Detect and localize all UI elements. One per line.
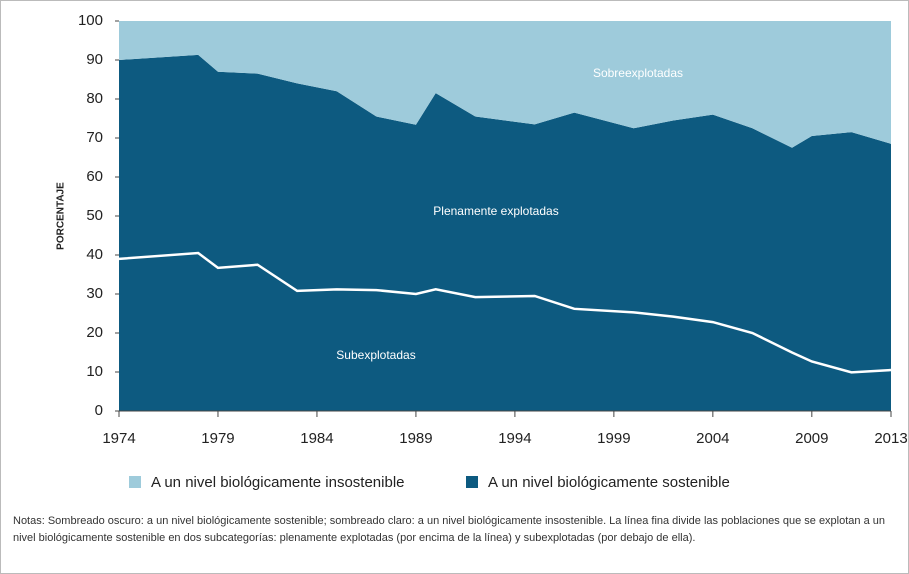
- y-tick-label: 30: [86, 285, 103, 302]
- area-label: Subexplotadas: [336, 348, 415, 362]
- area: [119, 54, 891, 412]
- y-tick-label: 10: [86, 363, 103, 380]
- legend-swatch: [129, 476, 141, 488]
- y-tick-label: 0: [95, 402, 103, 419]
- notes: Notas: Sombreado oscuro: a un nivel biol…: [13, 515, 885, 544]
- area-label: Sobreexplotadas: [593, 66, 683, 80]
- x-tick-label: 1974: [102, 430, 135, 447]
- chart: PORCENTAJE 0 10 20 30 40 50 60 70 80 90 100 1974 197…: [56, 12, 908, 491]
- x-tick-label: 2013: [874, 430, 907, 447]
- x-tick-label: 2009: [795, 430, 828, 447]
- y-tick-label: 20: [86, 324, 103, 341]
- area-label: Plenamente explotadas: [433, 204, 558, 218]
- y-axis-label: PORCENTAJE: [56, 182, 67, 250]
- x-tick-label: 1994: [498, 430, 531, 447]
- area: [119, 21, 891, 148]
- y-tick-label: 50: [86, 207, 103, 224]
- y-tick-label: 60: [86, 168, 103, 185]
- x-tick-label: 1999: [597, 430, 630, 447]
- legend-label: A un nivel biológicamente sostenible: [488, 474, 730, 491]
- y-tick-label: 90: [86, 51, 103, 68]
- y-tick-label: 70: [86, 129, 103, 146]
- y-tick-label: 40: [86, 246, 103, 263]
- y-tick-label: 80: [86, 90, 103, 107]
- divider-line: [118, 251, 892, 374]
- legend-label: A un nivel biológicamente insostenible: [151, 474, 405, 491]
- y-tick-label: 100: [78, 12, 103, 29]
- x-tick-label: 1979: [201, 430, 234, 447]
- x-tick-label: 1984: [300, 430, 333, 447]
- legend-swatch: [466, 476, 478, 488]
- x-tick-label: 2004: [696, 430, 729, 447]
- x-tick-label: 1989: [399, 430, 432, 447]
